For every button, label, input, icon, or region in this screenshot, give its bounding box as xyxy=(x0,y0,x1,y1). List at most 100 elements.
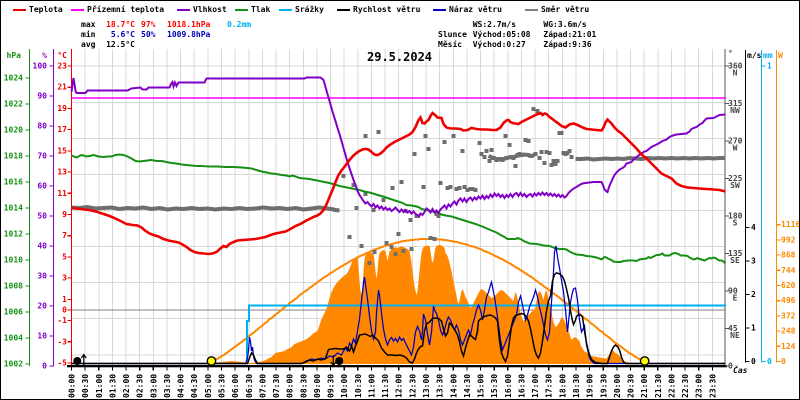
humidity-axis-label: 40 xyxy=(37,242,47,251)
wind-direction-dot xyxy=(487,159,492,163)
time-axis-label: 11:30 xyxy=(381,374,390,398)
legend-dash-1 xyxy=(13,9,26,11)
legend-dash-2 xyxy=(71,9,84,11)
stat-pressure-value: 1018.1hPa xyxy=(167,20,211,29)
rain-axis-label: 1 xyxy=(767,62,772,71)
time-axis-label: 22:30 xyxy=(681,374,690,398)
wind-direction-dot xyxy=(421,185,426,189)
time-axis-label: 21:00 xyxy=(640,374,649,398)
direction-axis-cardinal: NW xyxy=(730,106,740,115)
time-axis-label: 07:30 xyxy=(272,374,281,398)
time-axis-label: 15:00 xyxy=(477,374,486,398)
wind-direction-dot xyxy=(494,158,499,162)
time-axis-label: 00:30 xyxy=(81,374,90,398)
wind-direction-dot xyxy=(390,186,395,190)
time-axis-label: 14:00 xyxy=(449,374,458,398)
time-axis-label: 09:00 xyxy=(313,374,322,398)
temperature-axis-label: 1 xyxy=(62,295,67,304)
time-axis-label: 09:30 xyxy=(327,374,336,398)
wind-direction-dot xyxy=(414,214,419,218)
humidity-axis-label: 50 xyxy=(37,212,47,221)
temperature-axis-label: 23 xyxy=(57,62,67,71)
direction-axis-label: 45 xyxy=(728,324,738,333)
humidity-axis-label: 60 xyxy=(37,182,47,191)
temperature-axis-label: 3 xyxy=(62,274,67,283)
chart-date-title: 29.5.2024 xyxy=(367,50,433,64)
temperature-axis-unit: °C xyxy=(57,51,67,60)
wind-direction-dot xyxy=(412,152,417,156)
time-axis-label: 06:30 xyxy=(245,374,254,398)
humidity-axis-unit: % xyxy=(42,51,47,60)
legend-dash-3 xyxy=(177,9,190,11)
time-axis-label: 23:30 xyxy=(708,374,717,398)
direction-axis-label: 180 xyxy=(728,212,743,221)
wind-direction-dot xyxy=(533,152,538,156)
solar-potential-curve xyxy=(211,238,644,363)
time-axis-label: 05:00 xyxy=(204,374,213,398)
wind-direction-dot xyxy=(479,152,484,156)
time-axis-label: 01:30 xyxy=(108,374,117,398)
time-axis-label: 13:00 xyxy=(422,374,431,398)
wind-direction-dot xyxy=(451,134,456,138)
pressure-axis-label: 1022 xyxy=(4,100,23,109)
legend-label: Srážky xyxy=(295,4,324,14)
direction-axis-cardinal: SE xyxy=(730,256,740,265)
wind-direction-dot xyxy=(381,198,386,202)
direction-axis-label: 0 xyxy=(728,362,733,371)
moonset-marker xyxy=(335,357,344,365)
direction-axis-label: 315 xyxy=(728,99,743,108)
humidity-axis-label: 10 xyxy=(37,332,47,341)
pressure-axis-label: 1014 xyxy=(4,204,23,213)
time-axis-label: 08:00 xyxy=(286,374,295,398)
wind-direction-dot xyxy=(519,153,524,157)
wind-direction-dot xyxy=(489,148,494,152)
humidity-axis-label: 0 xyxy=(42,362,47,371)
wind-direction-dot xyxy=(341,174,346,178)
wind-axis-label: 2 xyxy=(751,290,756,299)
astro-col2-value: WG:3.6m/s xyxy=(543,20,587,29)
astro-row-label: Měsíc xyxy=(438,40,463,49)
wind-axis-label: 1 xyxy=(751,324,756,333)
temperature-axis-label: 17 xyxy=(57,125,67,134)
pressure-axis-label: 1004 xyxy=(4,334,23,343)
time-axis-label: 03:00 xyxy=(149,374,158,398)
wind-direction-dot xyxy=(553,162,558,166)
time-axis-label: 14:30 xyxy=(463,374,472,398)
astro-col2-value: Západ:21:01 xyxy=(543,30,597,39)
wind-axis-label: 3 xyxy=(751,257,756,266)
pressure-axis-unit: hPa xyxy=(7,51,22,60)
wind-direction-dot xyxy=(367,261,372,265)
pressure-axis-label: 1008 xyxy=(4,282,23,291)
direction-axis-cardinal: E xyxy=(733,294,738,303)
wind-direction-dot xyxy=(537,156,542,160)
pressure-axis-label: 1016 xyxy=(4,178,23,187)
pressure-axis-label: 1012 xyxy=(4,230,23,239)
wind-direction-dot xyxy=(482,155,487,159)
wind-direction-dot xyxy=(547,151,552,155)
wind-direction-dot xyxy=(376,130,381,134)
legend-dash-5 xyxy=(279,9,292,11)
solar-axis-label: 1116 xyxy=(781,220,800,229)
wind-direction-dot xyxy=(359,244,364,248)
legend-label: Tlak xyxy=(251,4,271,14)
humidity-axis-label: 70 xyxy=(37,152,47,161)
pressure-line xyxy=(71,153,727,265)
wind-direction-dot xyxy=(457,186,462,190)
direction-axis-label: 360 xyxy=(728,62,743,71)
time-axis-label: 08:30 xyxy=(299,374,308,398)
wind-direction-dot xyxy=(347,235,352,239)
solar-axis-label: 0 xyxy=(781,357,786,366)
time-axis-label: 20:30 xyxy=(627,374,636,398)
wind-direction-dot xyxy=(559,131,564,135)
wind-direction-dot xyxy=(408,218,413,222)
temperature-axis-label: 7 xyxy=(62,231,67,240)
temperature-axis-label: 19 xyxy=(57,104,67,113)
wind-direction-dot xyxy=(470,187,475,191)
stat-row-label: avg xyxy=(81,40,96,49)
wind-direction-dot xyxy=(569,155,574,159)
humidity-axis-label: 30 xyxy=(37,272,47,281)
humidity-axis-label: 80 xyxy=(37,122,47,131)
wind-direction-dot xyxy=(535,109,540,113)
rain-cumulative-line xyxy=(246,304,726,362)
wind-direction-dot xyxy=(445,186,450,190)
